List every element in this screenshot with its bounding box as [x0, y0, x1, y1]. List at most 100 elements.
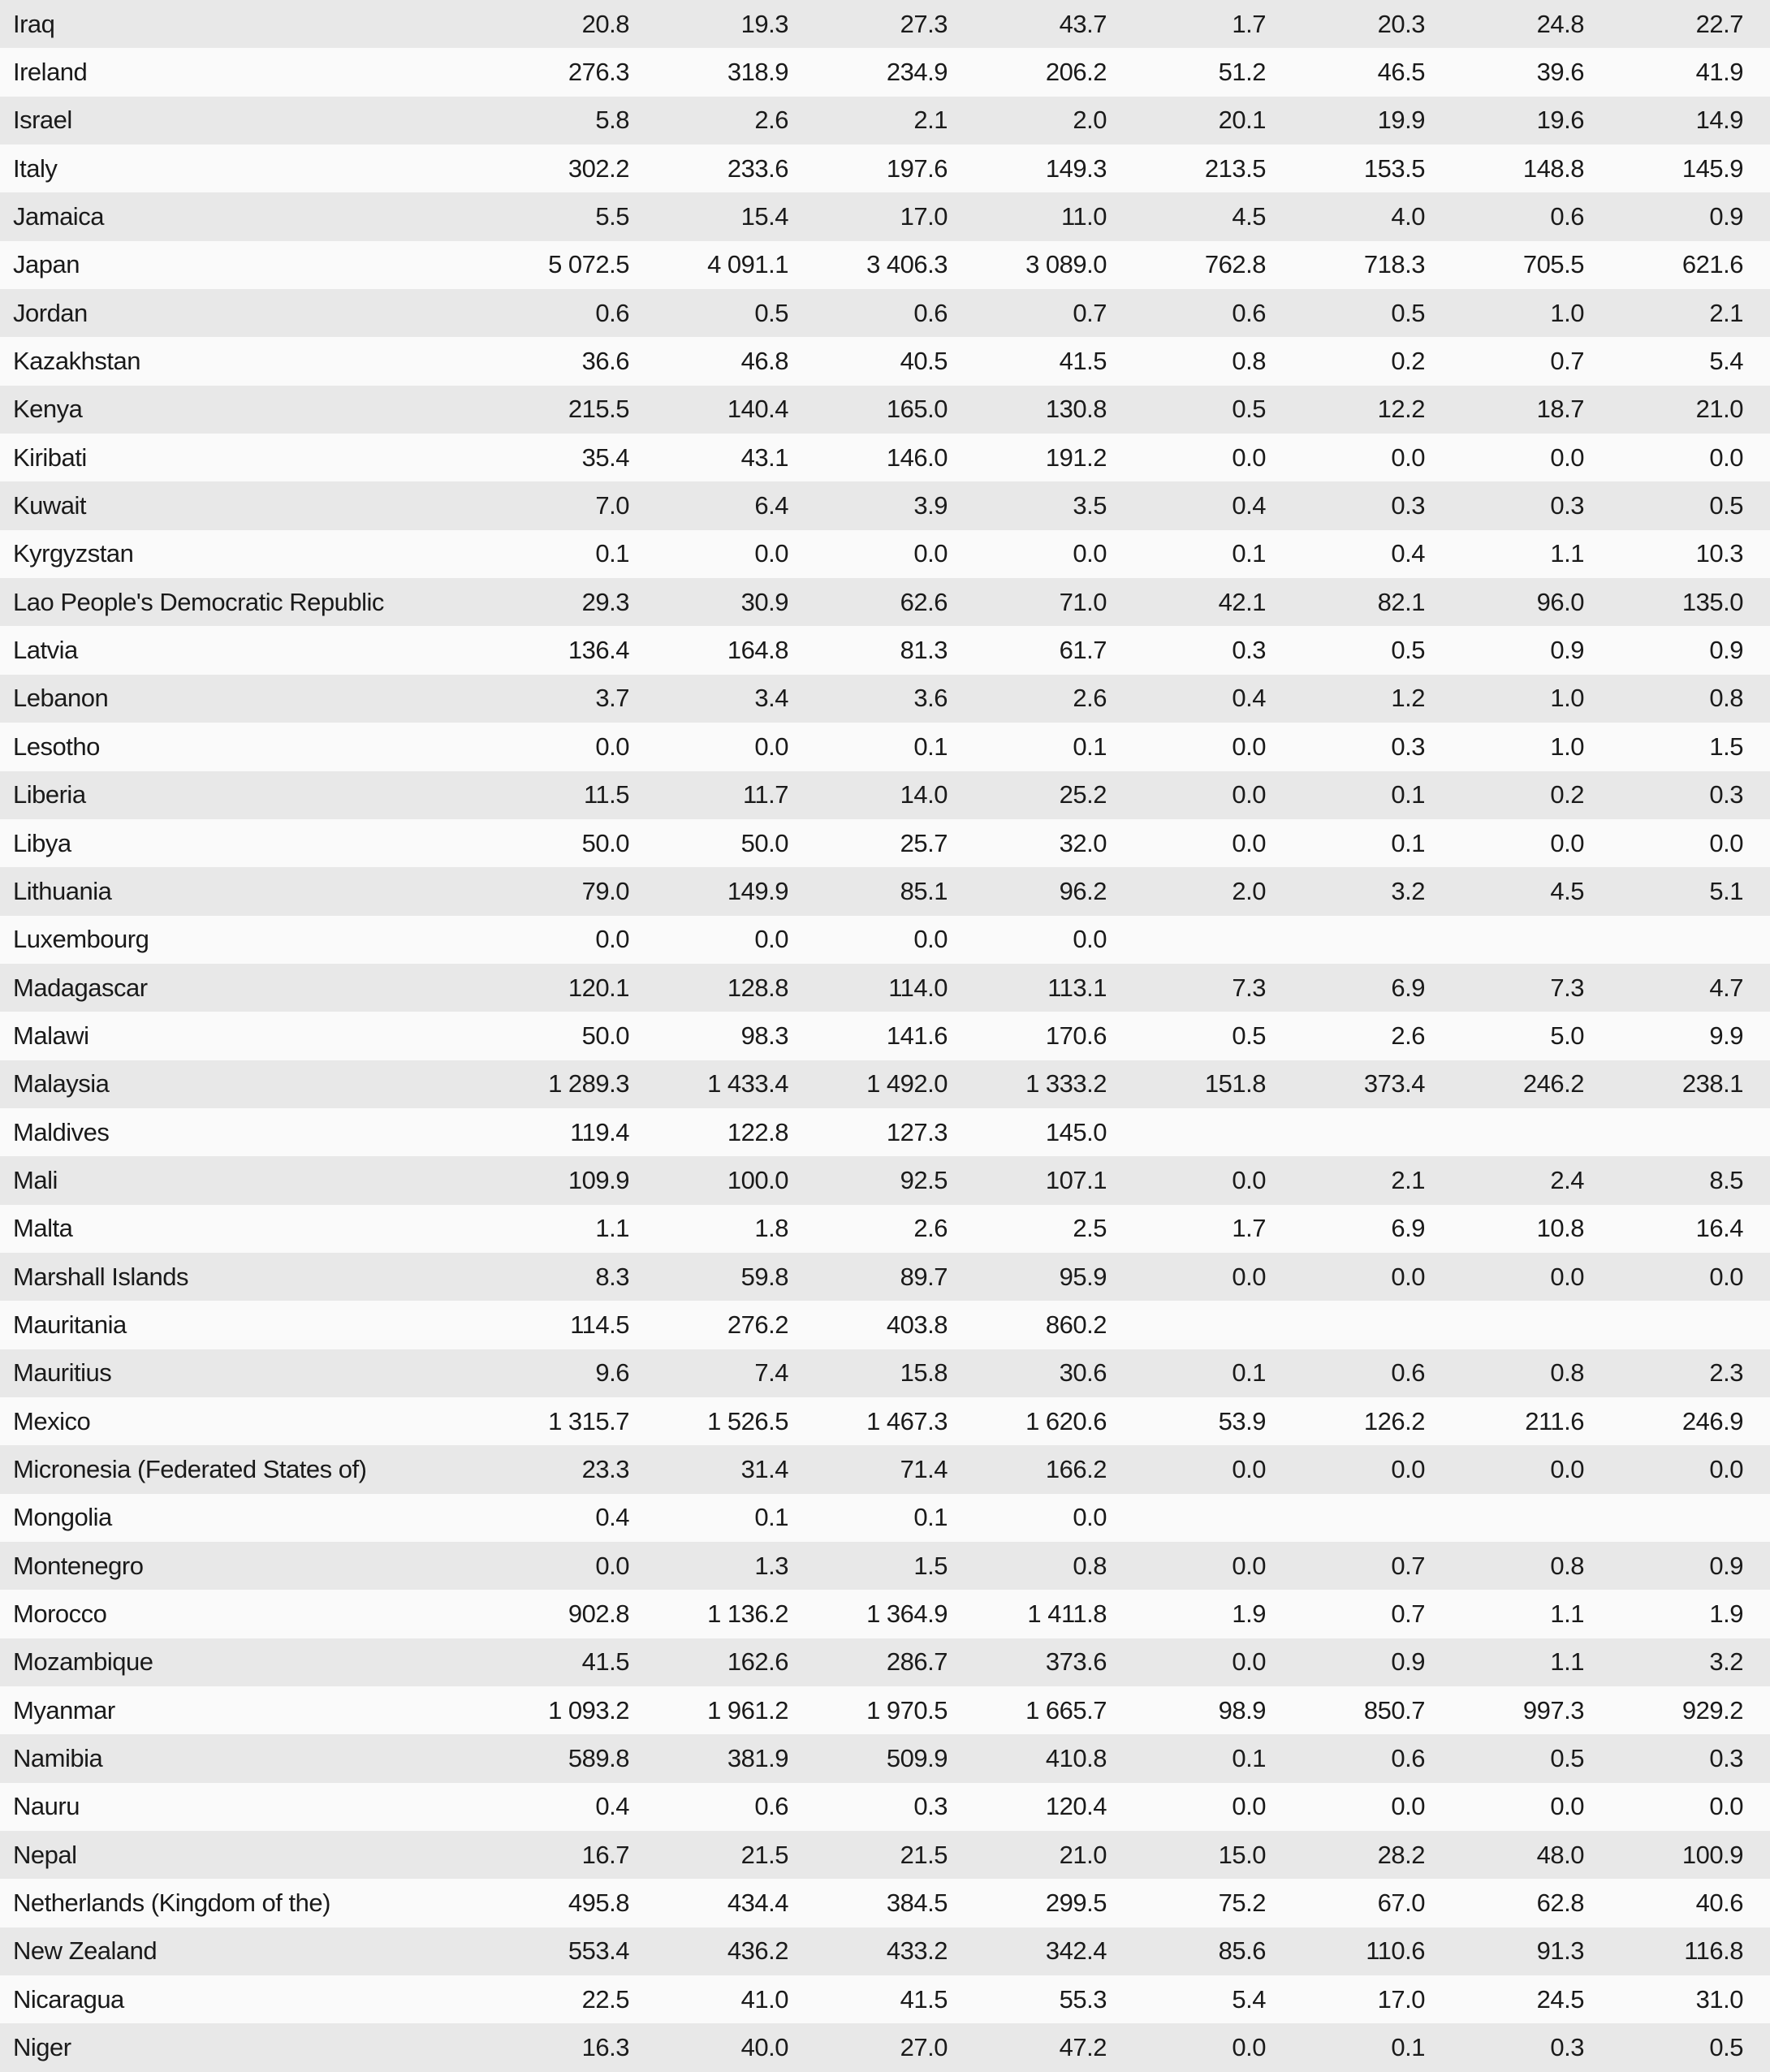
table-row: Iraq 20.8 19.3 27.3 43.7 1.7 20.3 24.8 22.7: [0, 0, 1770, 49]
value-cell: 28.2: [1377, 1840, 1426, 1869]
value-cell: 46.8: [740, 347, 789, 376]
value-cell: 79.0: [581, 876, 630, 905]
value-cell: 43.1: [740, 442, 789, 472]
value-cell: 39.6: [1536, 58, 1585, 87]
value-cell: 7.4: [754, 1358, 788, 1388]
value-cell: 0.1: [913, 732, 948, 761]
value-cell: 0.1: [1073, 732, 1107, 761]
value-cell: 170.6: [1045, 1021, 1107, 1050]
value-cell: 11.5: [583, 780, 630, 809]
value-cell: 0.5: [1232, 395, 1266, 424]
value-cell: 29.3: [581, 587, 630, 616]
country-name: Micronesia (Federated States of): [13, 1454, 367, 1483]
value-cell: 381.9: [727, 1744, 789, 1773]
value-cell: 234.9: [886, 58, 948, 87]
value-cell: 2.6: [913, 1214, 948, 1243]
value-cell: [1611, 916, 1770, 964]
value-cell: 1.8: [754, 1214, 788, 1243]
value-cell: 2.1: [1709, 298, 1743, 327]
country-name: Lebanon: [13, 684, 109, 713]
value-cell: 145.0: [1045, 1117, 1107, 1146]
value-cell: 0.7: [1073, 298, 1107, 327]
table-row: Lesotho 0.0 0.0 0.1 0.1 0.0 0.3 1.0 1.5: [0, 723, 1770, 771]
value-cell: 0.3: [1709, 780, 1743, 809]
value-cell: 718.3: [1363, 250, 1426, 279]
value-cell: 0.0: [1073, 1503, 1107, 1532]
value-cell: 0.8: [1073, 1551, 1107, 1580]
value-cell: 146.0: [886, 442, 948, 472]
value-cell: 403.8: [886, 1310, 948, 1339]
value-cell: 5.8: [595, 106, 629, 135]
value-cell: 16.3: [581, 2033, 630, 2062]
value-cell: 902.8: [568, 1599, 630, 1629]
table-row: Maldives 119.4 122.8 127.3 145.0: [0, 1107, 1770, 1157]
country-name: Netherlands (Kingdom of the): [13, 1889, 330, 1918]
table-row: Lithuania 79.0 149.9 85.1 96.2 2.0 3.2 4.5 5.1: [0, 867, 1770, 916]
country-name: Iraq: [13, 9, 55, 38]
value-cell: 0.0: [1550, 1262, 1584, 1291]
value-cell: 0.3: [1391, 732, 1425, 761]
value-cell: 135.0: [1682, 587, 1744, 616]
value-cell: 1.0: [1550, 298, 1584, 327]
value-cell: 128.8: [727, 973, 789, 1002]
value-cell: 0.0: [1073, 539, 1107, 568]
value-cell: 0.0: [1550, 442, 1584, 472]
table-row: Mexico 1 315.7 1 526.5 1 467.3 1 620.6 53.9 12…: [0, 1396, 1770, 1446]
value-cell: 62.8: [1536, 1889, 1585, 1918]
value-cell: 7.0: [595, 491, 629, 520]
value-cell: 3.5: [1073, 491, 1107, 520]
value-cell: 0.0: [1232, 732, 1266, 761]
value-cell: 0.0: [754, 925, 788, 954]
value-cell: 40.0: [740, 2033, 789, 2062]
value-cell: 0.0: [1709, 442, 1743, 472]
value-cell: 25.2: [1059, 780, 1107, 809]
value-cell: 82.1: [1377, 587, 1426, 616]
table-row: Jamaica 5.5 15.4 17.0 11.0 4.5 4.0 0.6 0.9: [0, 192, 1770, 241]
value-cell: 166.2: [1045, 1454, 1107, 1483]
value-cell: 75.2: [1218, 1889, 1267, 1918]
value-cell: 0.3: [1232, 636, 1266, 665]
value-cell: [1452, 916, 1611, 964]
value-cell: 149.9: [727, 876, 789, 905]
value-cell: 0.1: [1232, 1744, 1266, 1773]
value-cell: 9.9: [1709, 1021, 1743, 1050]
value-cell: 46.5: [1377, 58, 1426, 87]
country-name: Morocco: [13, 1599, 107, 1629]
value-cell: 0.7: [1391, 1599, 1425, 1629]
value-cell: 0.9: [1709, 202, 1743, 231]
country-name: Liberia: [13, 780, 86, 809]
value-cell: 1 289.3: [548, 1069, 629, 1099]
value-cell: 113.1: [1047, 973, 1107, 1002]
value-cell: 21.0: [1695, 395, 1744, 424]
value-cell: 0.0: [754, 732, 788, 761]
value-cell: [1611, 1301, 1770, 1349]
value-cell: 1 961.2: [707, 1695, 788, 1725]
table-row: Kiribati 35.4 43.1 146.0 191.2 0.0 0.0 0.0 0.0: [0, 434, 1770, 482]
value-cell: 47.2: [1059, 2033, 1107, 2062]
value-cell: 302.2: [568, 153, 630, 183]
country-name: Kazakhstan: [13, 347, 141, 376]
table-row: Morocco 902.8 1 136.2 1 364.9 1 411.8 1.9 0.7 1…: [0, 1590, 1770, 1638]
value-cell: 0.0: [1232, 1792, 1266, 1821]
value-cell: 0.8: [1709, 684, 1743, 713]
value-cell: 1.0: [1550, 684, 1584, 713]
value-cell: 373.6: [1045, 1647, 1107, 1677]
value-cell: 162.6: [727, 1647, 789, 1677]
value-cell: 95.9: [1059, 1262, 1107, 1291]
value-cell: [1293, 1301, 1452, 1349]
value-cell: 4.7: [1709, 973, 1743, 1002]
value-cell: 41.9: [1695, 58, 1744, 87]
value-cell: 50.0: [740, 828, 789, 857]
value-cell: 21.5: [900, 1840, 948, 1869]
value-cell: 0.6: [595, 298, 629, 327]
value-cell: 1.7: [1232, 9, 1266, 38]
value-cell: 3 406.3: [866, 250, 948, 279]
country-name: Italy: [13, 153, 58, 183]
country-name: Ireland: [13, 58, 88, 87]
table-row: Mauritius 9.6 7.4 15.8 30.6 0.1 0.6 0.8 2.3: [0, 1349, 1770, 1397]
value-cell: 2.0: [1232, 876, 1266, 905]
country-name: Kuwait: [13, 491, 87, 520]
value-cell: 126.2: [1363, 1406, 1426, 1435]
table-row: Mauritania 114.5 276.2 403.8 860.2: [0, 1301, 1770, 1349]
value-cell: 165.0: [886, 395, 948, 424]
